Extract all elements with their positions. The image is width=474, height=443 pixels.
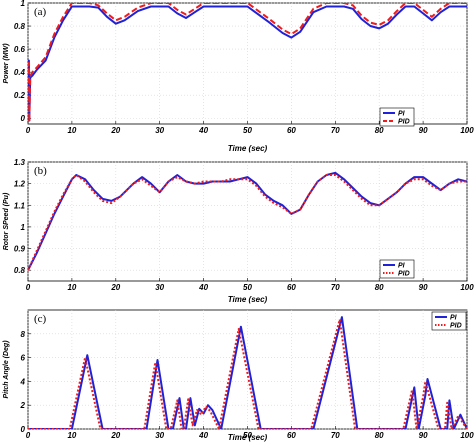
legend-label-pid: PID: [398, 119, 410, 126]
x-tick-label: 90: [419, 431, 428, 440]
y-tick-label: 8: [21, 330, 26, 339]
legend-label-pid: PID: [450, 323, 462, 330]
series-group: [28, 171, 467, 271]
y-tick-label: 1.2: [14, 180, 26, 189]
y-tick-label: 1: [21, 223, 26, 232]
legend-label-pi: PI: [398, 263, 406, 270]
series-line-pid: [28, 3, 467, 123]
y-tick-label: 1.1: [14, 201, 26, 210]
panel-label: (b): [34, 165, 47, 177]
x-tick-label: 70: [331, 431, 340, 440]
series-group: [28, 316, 467, 429]
series-line-pid: [28, 318, 467, 429]
y-axis-label: Pitch Angle (Deg): [3, 340, 10, 399]
x-tick-label: 10: [67, 431, 76, 440]
chart-panel-2: 0 10 20 30 40 50 60 70 80 90 100 0.8 0.9 1 1.1 1.2 1.3 (b…: [3, 158, 474, 304]
x-tick-label: 90: [419, 283, 428, 292]
y-tick-label: 1.3: [14, 158, 26, 167]
panel-label: (a): [34, 6, 47, 18]
x-tick-label: 100: [460, 126, 474, 135]
x-tick-label: 80: [375, 283, 384, 292]
y-tick-label: 1: [21, 0, 26, 8]
x-tick-label: 20: [110, 126, 120, 135]
x-tick-label: 70: [331, 283, 340, 292]
legend-label-pi: PI: [398, 111, 406, 118]
y-tick-label: 0: [21, 425, 26, 434]
x-tick-label: 40: [198, 283, 208, 292]
x-tick-label: 50: [243, 126, 252, 135]
x-tick-label: 20: [110, 431, 120, 440]
y-tick-label: 0: [21, 114, 26, 123]
panel-label: (c): [34, 313, 47, 325]
x-tick-label: 60: [287, 431, 296, 440]
y-axis-label: Rotor SPeed (Pu): [3, 192, 10, 250]
x-tick-label: 60: [287, 283, 296, 292]
y-tick-label: 2: [20, 401, 26, 410]
chart-panel-1: 0 10 20 30 40 50 60 70 80 90 100 0 0.2 0.4 0.6 0.8 1 (a) T…: [3, 0, 474, 153]
x-tick-label: 80: [375, 126, 384, 135]
x-tick-label: 60: [287, 126, 296, 135]
chart-panel-3: 0 10 20 30 40 50 60 70 80 90 100 0 2 4 6 8 (c) Time (sec)…: [3, 309, 474, 442]
x-tick-label: 80: [375, 431, 384, 440]
x-axis-label: Time (sec): [228, 433, 268, 442]
x-tick-label: 100: [460, 283, 474, 292]
series-line-pi: [28, 5, 467, 122]
x-axis-label: Time (sec): [228, 295, 268, 304]
x-tick-label: 0: [26, 126, 31, 135]
series-line-pi: [28, 171, 467, 271]
y-tick-label: 0.6: [14, 45, 26, 54]
y-tick-label: 0.9: [14, 245, 26, 254]
y-tick-label: 0.8: [14, 22, 26, 31]
x-tick-label: 70: [331, 126, 340, 135]
y-tick-label: 4: [20, 377, 26, 386]
x-tick-label: 50: [243, 283, 252, 292]
x-tick-label: 50: [243, 431, 252, 440]
y-tick-label: 0.2: [14, 91, 26, 100]
x-tick-label: 90: [419, 126, 428, 135]
x-tick-label: 30: [155, 283, 164, 292]
x-tick-label: 40: [198, 126, 208, 135]
series-group: [28, 3, 467, 123]
x-tick-label: 0: [26, 283, 31, 292]
x-tick-label: 10: [67, 126, 76, 135]
y-tick-label: 0.4: [14, 68, 26, 77]
x-axis-label: Time (sec): [228, 144, 268, 153]
x-tick-label: 30: [155, 431, 164, 440]
x-tick-label: 0: [26, 431, 31, 440]
y-tick-label: 0.8: [14, 266, 26, 275]
series-line-pid: [28, 174, 467, 271]
legend-label-pid: PID: [398, 271, 410, 278]
series-line-pi: [28, 316, 467, 429]
x-tick-label: 30: [155, 126, 164, 135]
y-tick-label: 6: [21, 354, 26, 363]
y-axis-label: Power (MW): [3, 43, 10, 84]
x-tick-label: 100: [460, 431, 474, 440]
x-tick-label: 40: [198, 431, 208, 440]
legend-label-pi: PI: [450, 315, 458, 322]
x-tick-label: 20: [110, 283, 120, 292]
x-tick-label: 10: [67, 283, 76, 292]
